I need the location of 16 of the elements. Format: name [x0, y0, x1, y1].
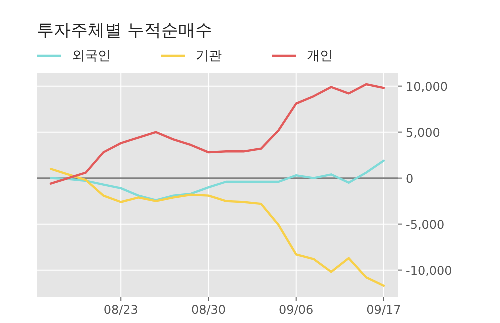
x-tick-label: 08/23: [104, 303, 138, 317]
line-series: [50, 83, 386, 185]
line-series: [50, 160, 386, 202]
x-tick-label: 08/30: [191, 303, 226, 317]
legend-label: 기관: [196, 49, 222, 64]
x-tick-label: 09/17: [366, 303, 402, 317]
y-tick-label: -10,000: [406, 264, 452, 278]
legend-label: 개인: [307, 49, 333, 64]
y-tick-label: 5,000: [406, 126, 440, 140]
legend-label: 외국인: [72, 49, 111, 64]
line-series: [50, 168, 386, 288]
y-tick-label: 10,000: [406, 80, 448, 94]
x-tick-label: 09/06: [279, 303, 314, 317]
chart-title: 투자주체별 누적순매수: [37, 21, 212, 41]
y-tick-label: -5,000: [406, 218, 445, 232]
y-tick-label: 0: [406, 172, 414, 186]
